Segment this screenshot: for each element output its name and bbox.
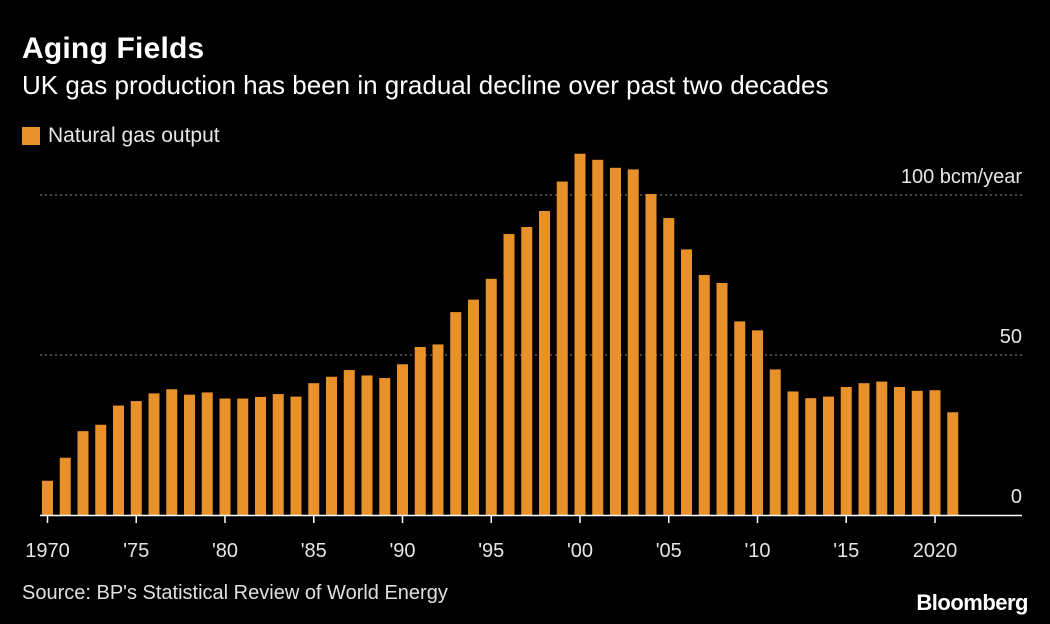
- bar-2005: [663, 218, 675, 516]
- legend-label: Natural gas output: [48, 124, 220, 147]
- bar-1990: [397, 364, 408, 515]
- bar-2012: [787, 391, 799, 515]
- bar-2021: [947, 412, 959, 515]
- bar-1971: [59, 457, 71, 515]
- x-tick-label-2015: '15: [833, 540, 859, 562]
- bar-1982: [255, 396, 266, 515]
- legend-swatch: [22, 127, 40, 145]
- y-tick-label-0: 0: [1011, 486, 1022, 508]
- y-tick-label-50: 50: [1000, 326, 1022, 348]
- x-tick-label-1985: '85: [301, 540, 327, 562]
- bar-2004: [645, 194, 657, 516]
- bar-2016: [858, 383, 870, 515]
- x-tick-label-1970: 1970: [25, 540, 70, 562]
- x-tick-label-1975: '75: [123, 540, 149, 562]
- bar-1999: [556, 181, 568, 515]
- x-tick-label-1980: '80: [212, 540, 238, 562]
- bloomberg-logo: Bloomberg: [916, 590, 1028, 615]
- bar-2018: [894, 387, 905, 515]
- bar-1987: [343, 370, 355, 515]
- x-tick-label-1990: '90: [389, 540, 415, 562]
- bar-2008: [716, 283, 728, 515]
- bar-1989: [379, 378, 391, 515]
- bar-2001: [592, 159, 604, 516]
- bar-1981: [237, 398, 249, 515]
- bar-1998: [539, 211, 550, 515]
- bar-1975: [130, 401, 142, 515]
- bar-2011: [769, 369, 781, 515]
- bar-1973: [95, 424, 107, 515]
- bar-2007: [698, 275, 710, 515]
- bar-1991: [414, 347, 426, 515]
- bar-1993: [450, 312, 462, 515]
- x-tick-label-2000: '00: [567, 540, 593, 562]
- bar-2015: [840, 387, 852, 515]
- source-note: Source: BP's Statistical Review of World…: [22, 582, 448, 604]
- chart-subtitle: UK gas production has been in gradual de…: [22, 70, 829, 100]
- bar-2014: [823, 396, 834, 515]
- bar-1977: [166, 389, 178, 515]
- bar-1992: [432, 344, 444, 515]
- bar-1976: [148, 393, 160, 515]
- bar-2020: [929, 390, 941, 515]
- bar-1995: [485, 278, 497, 515]
- bar-2009: [734, 321, 746, 515]
- bar-1997: [521, 227, 533, 515]
- x-tick-label-2010: '10: [744, 540, 770, 562]
- bar-1983: [272, 394, 284, 515]
- bar-2019: [911, 390, 923, 515]
- x-tick-label-1995: '95: [478, 540, 504, 562]
- bar-1994: [468, 299, 479, 515]
- bar-1972: [77, 431, 89, 515]
- bar-2017: [876, 381, 888, 515]
- bar-2010: [752, 330, 763, 515]
- x-tick-label-2020: 2020: [913, 540, 958, 562]
- chart-title: Aging Fields: [22, 32, 205, 65]
- bar-1988: [361, 375, 373, 515]
- bar-1996: [503, 234, 515, 516]
- bar-2002: [610, 167, 621, 516]
- bar-1980: [219, 398, 231, 515]
- legend: Natural gas output: [22, 124, 220, 148]
- bar-1978: [184, 394, 195, 515]
- bar-2006: [681, 249, 692, 515]
- bar-2013: [805, 398, 817, 515]
- bar-1984: [290, 396, 302, 515]
- bar-1974: [113, 405, 124, 515]
- bar-1985: [308, 383, 320, 515]
- bar-1979: [201, 392, 213, 515]
- bar-1986: [326, 376, 337, 515]
- bar-2003: [627, 169, 639, 515]
- y-tick-label-100: 100 bcm/year: [901, 166, 1023, 188]
- bar-2000: [574, 153, 586, 515]
- x-tick-label-2005: '05: [656, 540, 682, 562]
- bar-1970: [42, 480, 53, 515]
